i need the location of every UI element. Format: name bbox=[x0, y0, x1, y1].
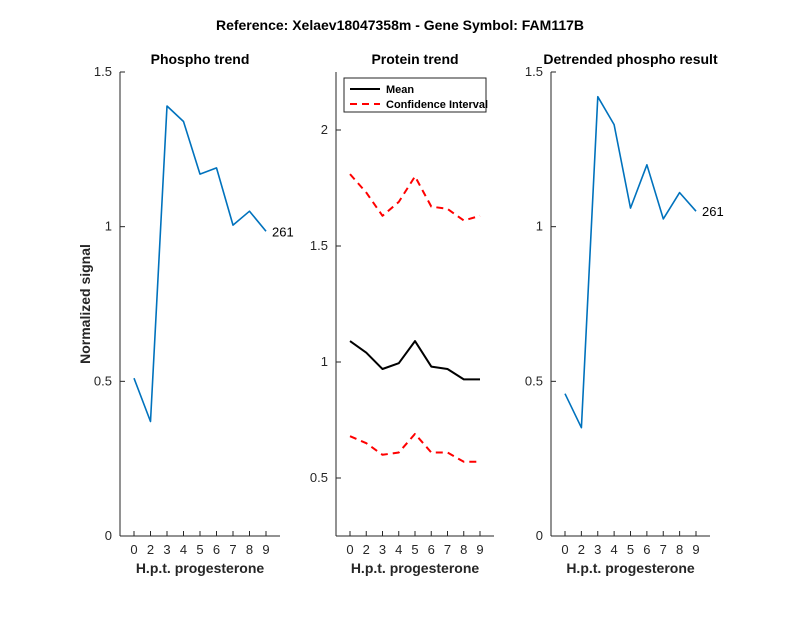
x-tick-label: 5 bbox=[196, 542, 203, 557]
panel-title: Phospho trend bbox=[151, 51, 250, 67]
x-tick-label: 4 bbox=[395, 542, 402, 557]
legend-entry: Mean bbox=[386, 84, 414, 96]
series-line-confidence-interval bbox=[349, 173, 481, 222]
x-tick-label: 9 bbox=[476, 542, 483, 557]
x-tick-label: 9 bbox=[692, 542, 699, 557]
y-tick-label: 1 bbox=[321, 354, 328, 369]
x-tick-label: 7 bbox=[229, 542, 236, 557]
x-tick-label: 6 bbox=[643, 542, 650, 557]
y-tick-label: 0 bbox=[536, 528, 543, 543]
x-tick-label: 2 bbox=[147, 542, 154, 557]
x-tick-label: 2 bbox=[578, 542, 585, 557]
x-tick-label: 5 bbox=[411, 542, 418, 557]
x-tick-label: 4 bbox=[180, 542, 187, 557]
x-tick-label: 3 bbox=[379, 542, 386, 557]
y-tick-label: 0.5 bbox=[310, 470, 328, 485]
x-tick-label: 2 bbox=[363, 542, 370, 557]
series-line bbox=[564, 95, 697, 429]
y-tick-label: 1 bbox=[536, 219, 543, 234]
panel-title: Protein trend bbox=[371, 51, 458, 67]
panel-title: Detrended phospho result bbox=[543, 51, 718, 67]
y-tick-label: 2 bbox=[321, 122, 328, 137]
legend bbox=[343, 77, 487, 113]
y-tick-label: 0 bbox=[105, 528, 112, 543]
x-tick-label: 7 bbox=[444, 542, 451, 557]
x-tick-label: 5 bbox=[627, 542, 634, 557]
x-tick-label: 8 bbox=[460, 542, 467, 557]
x-tick-label: 8 bbox=[246, 542, 253, 557]
series-line bbox=[349, 432, 480, 463]
x-tick-label: 6 bbox=[213, 542, 220, 557]
x-tick-label: 0 bbox=[346, 542, 353, 557]
x-tick-label: 8 bbox=[676, 542, 683, 557]
y-tick-label: 1.5 bbox=[525, 64, 543, 79]
y-tick-label: 0.5 bbox=[525, 373, 543, 388]
y-tick-label: 1.5 bbox=[310, 238, 328, 253]
legend-entry: Confidence Interval bbox=[386, 99, 488, 111]
x-tick-label: 6 bbox=[428, 542, 435, 557]
x-tick-label: 0 bbox=[130, 542, 137, 557]
x-axis-label: H.p.t. progesterone bbox=[566, 560, 695, 576]
figure-title: Reference: Xelaev18047358m - Gene Symbol… bbox=[216, 17, 584, 33]
x-tick-label: 9 bbox=[262, 542, 269, 557]
y-tick-label: 0.5 bbox=[94, 373, 112, 388]
y-tick-label: 1 bbox=[105, 219, 112, 234]
x-axis-label: H.p.t. progesterone bbox=[351, 560, 480, 576]
y-axis-label: Normalized signal bbox=[77, 244, 93, 364]
x-tick-label: 4 bbox=[611, 542, 618, 557]
x-tick-label: 3 bbox=[594, 542, 601, 557]
x-tick-label: 7 bbox=[660, 542, 667, 557]
y-tick-label: 1.5 bbox=[94, 64, 112, 79]
series-line bbox=[133, 105, 267, 423]
x-tick-label: 3 bbox=[163, 542, 170, 557]
series-line-mean bbox=[349, 340, 480, 381]
x-axis-label: H.p.t. progesterone bbox=[136, 560, 265, 576]
series-end-label: 261 bbox=[702, 204, 724, 219]
series-end-label: 261 bbox=[272, 224, 294, 239]
x-tick-label: 0 bbox=[561, 542, 568, 557]
